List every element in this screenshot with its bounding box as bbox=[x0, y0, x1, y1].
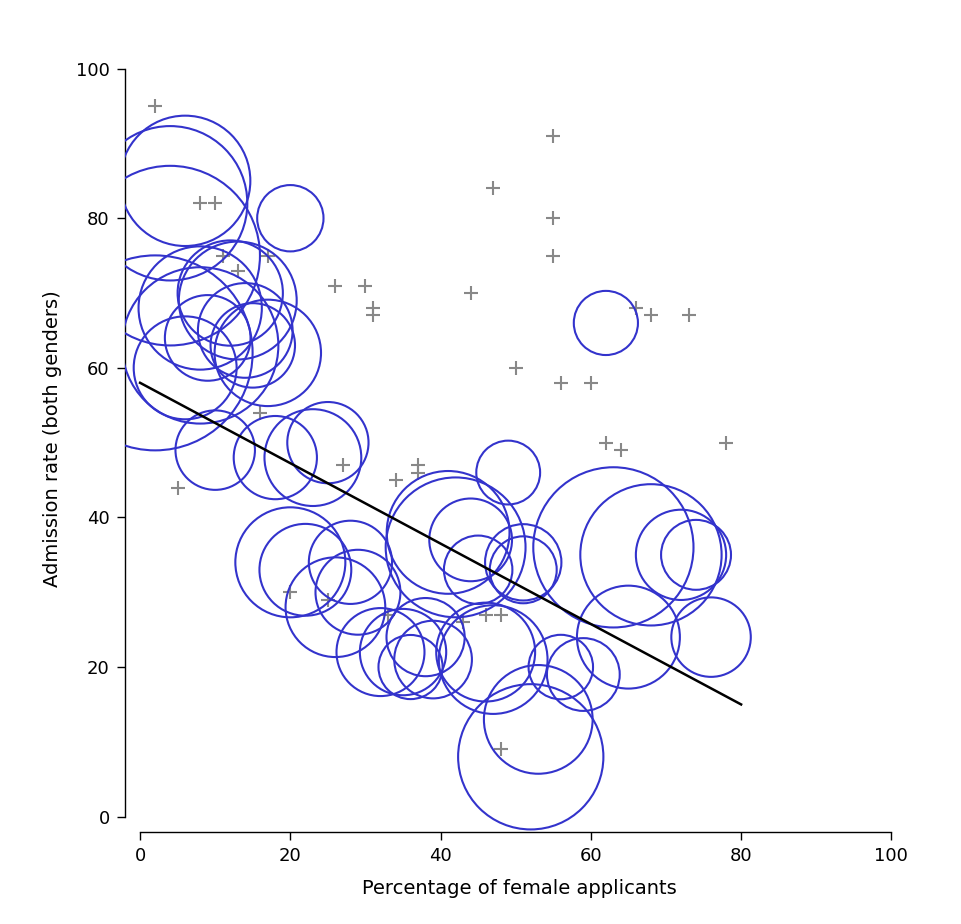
X-axis label: Percentage of female applicants: Percentage of female applicants bbox=[361, 879, 677, 898]
Y-axis label: Admission rate (both genders): Admission rate (both genders) bbox=[43, 290, 62, 588]
